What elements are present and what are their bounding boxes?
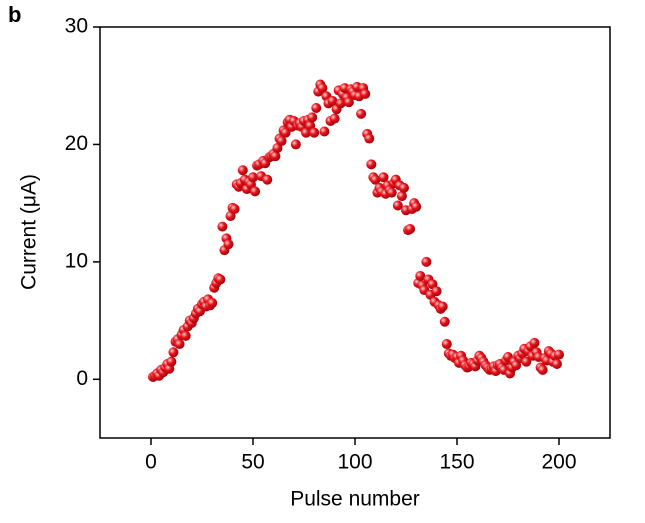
y-tick-label: 20 — [65, 132, 88, 155]
data-point — [366, 159, 377, 170]
data-point — [311, 103, 322, 114]
data-point — [343, 97, 354, 108]
y-tick-label: 10 — [65, 249, 88, 272]
data-point — [392, 200, 403, 211]
data-point — [309, 127, 320, 138]
x-tick-label: 200 — [541, 451, 576, 474]
data-point — [237, 165, 248, 176]
data-point — [396, 191, 407, 202]
data-point — [386, 187, 397, 198]
data-point — [415, 270, 426, 281]
data-point — [317, 83, 328, 94]
data-point — [551, 359, 562, 370]
data-point — [180, 330, 191, 341]
data-point — [229, 204, 240, 215]
data-point — [248, 172, 258, 183]
data-point — [537, 364, 548, 375]
data-point — [276, 135, 287, 146]
data-point — [166, 356, 177, 367]
y-tick-label: 0 — [76, 367, 88, 390]
data-point — [217, 221, 228, 232]
data-point — [378, 172, 389, 183]
x-tick-label: 0 — [145, 451, 157, 474]
data-point — [421, 256, 432, 267]
data-point — [327, 95, 338, 106]
data-point — [431, 286, 442, 297]
data-point — [405, 223, 416, 234]
data-point — [411, 201, 422, 212]
data-point — [439, 316, 450, 327]
panel-label: b — [8, 2, 21, 27]
data-point — [529, 337, 540, 348]
data-point — [370, 174, 381, 185]
x-tick-label: 100 — [337, 451, 372, 474]
data-point — [174, 339, 185, 350]
x-axis-label: Pulse number — [290, 488, 420, 511]
x-tick-label: 50 — [241, 451, 264, 474]
data-point — [329, 113, 340, 124]
data-point — [223, 239, 234, 250]
data-point — [215, 274, 226, 285]
data-point — [364, 133, 375, 144]
data-point — [441, 339, 452, 350]
data-point — [262, 174, 273, 185]
data-point — [437, 301, 448, 312]
data-point — [207, 297, 218, 308]
data-point — [319, 126, 330, 137]
x-tick-label: 150 — [439, 451, 474, 474]
data-point — [554, 349, 564, 360]
data-point — [398, 182, 409, 193]
y-axis-label: Current (μA) — [18, 174, 41, 290]
data-point — [307, 112, 318, 123]
data-point — [360, 88, 371, 99]
data-point — [356, 108, 367, 119]
data-point — [168, 347, 179, 358]
data-point — [250, 186, 261, 197]
y-tick-label: 30 — [65, 15, 88, 38]
data-point — [270, 151, 281, 162]
data-point — [290, 139, 301, 150]
